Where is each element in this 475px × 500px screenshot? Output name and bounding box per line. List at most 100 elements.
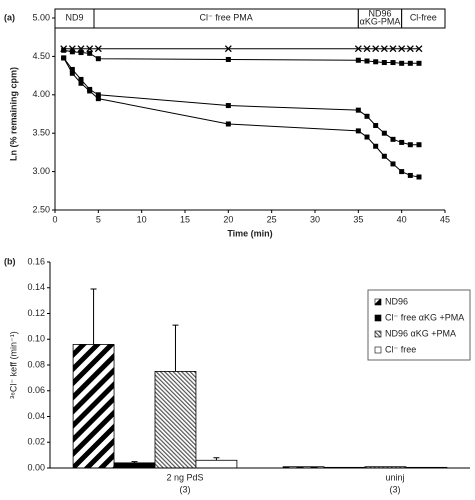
x-tick-label: 45 xyxy=(440,214,450,224)
y-tick-label: 0.00 xyxy=(27,462,45,472)
x-tick-label: 0 xyxy=(52,214,57,224)
x-tick-label: 5 xyxy=(96,214,101,224)
legend-swatch xyxy=(374,314,382,322)
error-bar xyxy=(131,461,138,463)
legend-label: Cl⁻ free xyxy=(385,344,416,354)
marker xyxy=(69,49,75,55)
marker xyxy=(354,45,362,53)
legend-swatch xyxy=(374,330,382,338)
y-tick-label: 0.10 xyxy=(27,334,45,344)
marker xyxy=(363,45,371,53)
y-tick-label: 0.04 xyxy=(27,411,45,421)
marker xyxy=(87,50,93,56)
marker xyxy=(86,45,94,53)
legend-label: ND96 αKG +PMA xyxy=(385,328,456,338)
band-label: ND9 xyxy=(65,12,83,22)
y-tick-label: 4.00 xyxy=(32,89,50,99)
marker xyxy=(399,60,405,66)
marker xyxy=(61,47,67,53)
marker xyxy=(390,60,396,66)
y-tick-label: 0.12 xyxy=(27,308,45,318)
x-tick-label: 10 xyxy=(137,214,147,224)
marker xyxy=(94,45,102,53)
error-bar xyxy=(90,288,97,345)
marker xyxy=(381,130,387,136)
marker xyxy=(364,113,370,119)
marker xyxy=(399,139,405,145)
marker xyxy=(78,80,84,86)
marker xyxy=(415,45,423,53)
error-bar xyxy=(172,324,179,372)
x-tick-label: 35 xyxy=(353,214,363,224)
marker xyxy=(416,174,422,180)
marker xyxy=(406,45,414,53)
marker xyxy=(95,96,101,102)
legend-label: ND96 xyxy=(385,296,408,306)
band-label: αKG-PMA xyxy=(360,16,401,26)
marker xyxy=(95,56,101,62)
bar xyxy=(113,462,156,469)
marker xyxy=(381,153,387,159)
panel-label: (a) xyxy=(4,12,15,22)
marker xyxy=(407,172,413,178)
marker xyxy=(225,103,231,109)
marker xyxy=(355,128,361,134)
marker xyxy=(380,45,388,53)
axes xyxy=(49,262,470,469)
marker xyxy=(69,66,75,72)
y-tick-label: 3.00 xyxy=(32,166,50,176)
legend-swatch xyxy=(374,298,382,306)
y-tick-label: 3.50 xyxy=(32,128,50,138)
marker xyxy=(95,92,101,98)
band-label: ND96 xyxy=(368,8,391,18)
marker xyxy=(381,60,387,66)
y-tick-label: 0.16 xyxy=(27,256,45,266)
series-line xyxy=(63,57,419,146)
y-axis-label: ³⁶Cl⁻ keff (min⁻¹) xyxy=(8,331,18,399)
x-tick-label: (3) xyxy=(180,484,191,494)
x-tick-label: 20 xyxy=(223,214,233,224)
marker xyxy=(364,58,370,64)
marker xyxy=(372,45,380,53)
x-axis-label: Time (min) xyxy=(227,228,272,238)
marker xyxy=(416,60,422,66)
y-tick-label: 0.06 xyxy=(27,385,45,395)
marker xyxy=(87,88,93,94)
y-tick-label: 0.08 xyxy=(27,359,45,369)
condition-band xyxy=(401,8,446,29)
marker xyxy=(225,121,231,127)
marker xyxy=(364,134,370,140)
x-tick-label: (3) xyxy=(390,484,401,494)
y-tick-label: 2.50 xyxy=(32,204,50,214)
panel-label: (b) xyxy=(4,256,16,266)
x-tick-label: 40 xyxy=(397,214,407,224)
x-tick-label: 15 xyxy=(180,214,190,224)
x-tick-label: uninj xyxy=(385,472,404,482)
y-tick-label: 0.14 xyxy=(27,282,45,292)
legend-box xyxy=(367,289,471,361)
marker xyxy=(390,161,396,167)
marker xyxy=(355,107,361,113)
legend-label: Cl⁻ free αKG +PMA xyxy=(385,312,464,322)
marker xyxy=(373,143,379,149)
marker xyxy=(416,142,422,148)
marker xyxy=(407,142,413,148)
marker xyxy=(373,59,379,65)
x-tick-label: 2 ng PdS xyxy=(166,472,203,482)
marker xyxy=(78,76,84,82)
marker xyxy=(78,50,84,56)
y-tick-label: 5.00 xyxy=(32,12,50,22)
marker xyxy=(224,45,232,53)
marker xyxy=(355,57,361,63)
bar xyxy=(72,343,115,469)
marker xyxy=(390,136,396,142)
y-axis-label: Ln (% remaining cpm) xyxy=(8,67,18,161)
marker xyxy=(407,60,413,66)
marker xyxy=(373,123,379,129)
legend-swatch xyxy=(374,346,382,354)
band-label: Cl⁻ free PMA xyxy=(200,12,253,22)
marker xyxy=(61,55,67,61)
y-tick-label: 4.50 xyxy=(32,51,50,61)
bar xyxy=(154,371,197,469)
